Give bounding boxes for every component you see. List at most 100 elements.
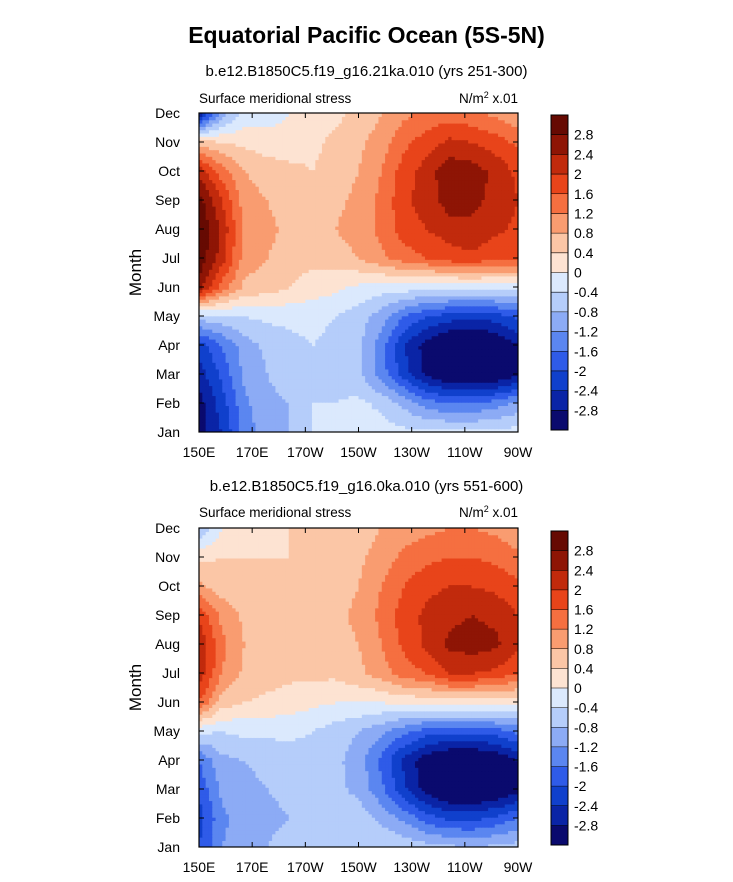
heatmap-cell: [418, 368, 423, 373]
heatmap-cell: [504, 392, 509, 397]
heatmap-cell: [375, 302, 380, 307]
heatmap-cell: [222, 265, 227, 270]
heatmap-cell: [388, 312, 393, 317]
heatmap-cell: [278, 302, 283, 307]
heatmap-cell: [202, 382, 207, 387]
heatmap-cell: [331, 392, 336, 397]
heatmap-cell: [365, 322, 370, 327]
heatmap-cell: [498, 262, 502, 267]
heatmap-cell: [328, 402, 333, 407]
heatmap-cell: [235, 302, 240, 307]
heatmap-cell: [398, 325, 403, 330]
heatmap-cell: [484, 365, 489, 370]
heatmap-cell: [272, 272, 277, 277]
heatmap-cell: [494, 342, 499, 347]
heatmap-cell: [268, 262, 273, 267]
heatmap-cell: [331, 279, 336, 284]
heatmap-cell: [451, 269, 456, 274]
heatmap-cell: [268, 425, 273, 430]
heatmap-cell: [414, 385, 419, 390]
heatmap-cell: [424, 335, 429, 340]
heatmap-cell: [278, 342, 283, 347]
heatmap-cell: [272, 289, 277, 294]
heatmap-cell: [348, 362, 353, 367]
heatmap-cell: [222, 368, 227, 373]
heatmap-cell: [395, 408, 399, 413]
heatmap-cell: [418, 365, 423, 370]
heatmap-cell: [318, 275, 323, 280]
heatmap-cell: [388, 305, 393, 310]
heatmap-cell: [328, 322, 333, 327]
heatmap-cell: [215, 425, 220, 430]
heatmap-cell: [268, 422, 273, 426]
heatmap-cell: [498, 428, 502, 432]
heatmap-cell: [378, 328, 383, 333]
heatmap-cell: [262, 345, 267, 350]
heatmap-cell: [298, 285, 303, 290]
heatmap-cell: [218, 352, 223, 357]
heatmap-cell: [311, 405, 316, 410]
heatmap-cell: [385, 269, 389, 274]
heatmap-cell: [381, 289, 386, 294]
heatmap-cell: [285, 382, 290, 387]
heatmap-cell: [468, 378, 473, 383]
heatmap-cell: [441, 422, 446, 426]
heatmap-cell: [232, 335, 237, 340]
heatmap-cell: [431, 282, 436, 287]
heatmap-cell: [242, 415, 247, 420]
heatmap-cell: [471, 372, 476, 377]
heatmap-cell: [448, 378, 453, 383]
heatmap-cell: [418, 422, 423, 426]
heatmap-cell: [361, 282, 366, 287]
heatmap-cell: [434, 292, 439, 297]
heatmap-cell: [375, 365, 380, 370]
heatmap-cell: [225, 265, 230, 270]
heatmap-cell: [248, 428, 253, 432]
heatmap-cell: [255, 262, 260, 267]
heatmap-cell: [235, 385, 240, 390]
heatmap-cell: [428, 355, 433, 360]
heatmap-cell: [504, 402, 509, 407]
heatmap-cell: [481, 319, 486, 323]
heatmap-cell: [484, 265, 489, 270]
heatmap-cell: [381, 358, 386, 363]
heatmap-cell: [218, 282, 223, 287]
heatmap-cell: [305, 322, 310, 327]
heatmap-cell: [438, 275, 443, 280]
heatmap-cell: [338, 275, 343, 280]
heatmap-cell: [238, 345, 243, 350]
heatmap-cell: [508, 282, 512, 287]
heatmap-cell: [215, 328, 220, 333]
heatmap-cell: [504, 348, 509, 353]
heatmap-cell: [278, 375, 283, 380]
heatmap-cell: [345, 368, 350, 373]
heatmap-cell: [488, 282, 493, 287]
heatmap-cell: [348, 428, 353, 432]
heatmap-cell: [285, 358, 290, 363]
heatmap-cell: [348, 425, 353, 430]
heatmap-cell: [275, 402, 280, 407]
heatmap-cell: [285, 332, 290, 337]
heatmap-cell: [474, 382, 479, 387]
heatmap-cell: [474, 385, 479, 390]
heatmap-cell: [202, 372, 207, 377]
heatmap-cell: [282, 285, 286, 290]
heatmap-cell: [414, 382, 419, 387]
heatmap-cell: [199, 289, 203, 294]
heatmap-cell: [361, 415, 366, 420]
heatmap-cell: [248, 355, 253, 360]
heatmap-cell: [208, 289, 213, 294]
heatmap-cell: [348, 418, 353, 423]
heatmap-cell: [488, 328, 493, 333]
heatmap-cell: [222, 315, 227, 320]
heatmap-cell: [458, 412, 463, 416]
heatmap-cell: [199, 425, 203, 430]
heatmap-cell: [464, 335, 469, 340]
heatmap-cell: [421, 408, 426, 413]
heatmap-cell: [408, 378, 413, 383]
heatmap-cell: [451, 332, 456, 337]
heatmap-cell: [328, 272, 333, 277]
heatmap-cell: [514, 362, 518, 367]
heatmap-cell: [212, 292, 217, 297]
heatmap-cell: [454, 295, 459, 300]
